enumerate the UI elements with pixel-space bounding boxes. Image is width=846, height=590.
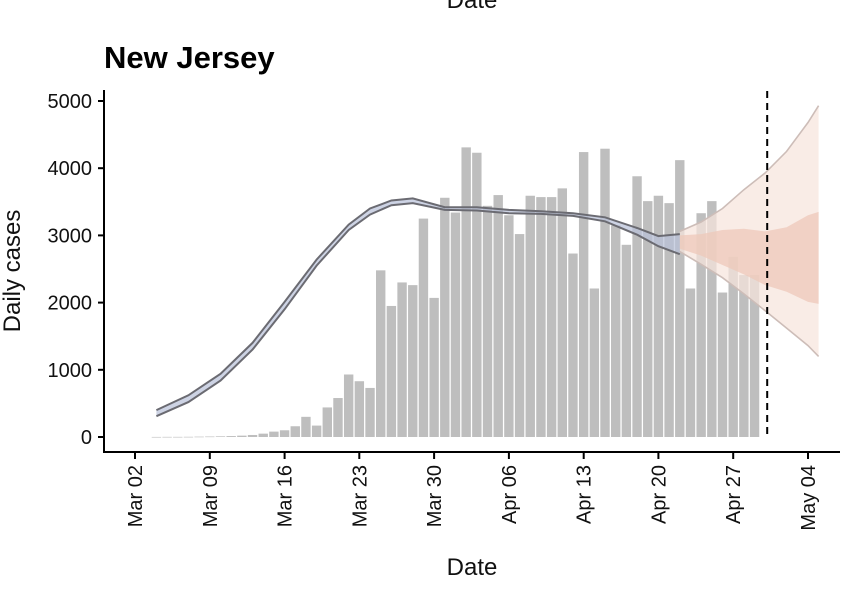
- bar: [301, 416, 311, 437]
- y-axis-title: Daily cases: [0, 210, 26, 333]
- bar: [685, 288, 696, 437]
- bar: [354, 381, 365, 437]
- bar: [237, 435, 247, 437]
- y-tick-label: 4000: [48, 158, 93, 180]
- bar: [611, 225, 621, 437]
- x-axis-ticks: Mar 02 Mar 09 Mar 16 Mar 23 Mar 30 Apr 06 Apr …: [125, 452, 820, 531]
- y-tick-label: 1000: [48, 360, 93, 382]
- bar: [739, 275, 749, 437]
- plot-area: [151, 91, 820, 438]
- bar: [279, 430, 290, 437]
- bar: [247, 434, 258, 437]
- bar: [194, 436, 204, 438]
- bar: [568, 253, 578, 437]
- bar: [408, 285, 418, 437]
- bar: [258, 433, 268, 437]
- bar: [482, 205, 493, 437]
- bar: [525, 195, 535, 437]
- x-tick-label: Mar 02: [125, 465, 147, 527]
- bar: [632, 176, 642, 437]
- bar: [653, 195, 664, 437]
- y-tick-label: 2000: [48, 293, 93, 315]
- bar: [664, 203, 674, 437]
- x-tick-label: Mar 09: [200, 465, 222, 527]
- bar: [450, 212, 461, 437]
- bar: [418, 218, 429, 437]
- fit-band-lower-line: [155, 202, 681, 418]
- bar: [621, 244, 632, 437]
- bar: [429, 297, 439, 437]
- x-tick-label: Apr 20: [648, 465, 670, 524]
- bar: [493, 195, 503, 437]
- chart-title: New Jersey: [104, 40, 275, 75]
- bar: [333, 398, 343, 437]
- bar: [162, 436, 172, 438]
- x-tick-label: Apr 27: [723, 465, 745, 524]
- bar: [440, 197, 450, 437]
- bar: [376, 270, 386, 437]
- bar: [536, 197, 546, 437]
- bar: [707, 201, 717, 437]
- bar: [675, 160, 685, 437]
- bar: [504, 215, 514, 437]
- bar: [322, 407, 332, 437]
- bar: [696, 213, 706, 437]
- bar: [205, 436, 215, 438]
- bar: [365, 387, 375, 437]
- bar: [643, 201, 653, 437]
- x-tick-label: Mar 23: [349, 465, 371, 527]
- bar: [151, 436, 162, 438]
- x-tick-label: Mar 16: [275, 465, 297, 527]
- bar: [589, 288, 600, 437]
- forecast-inner-band: [679, 211, 819, 304]
- bar: [269, 431, 279, 437]
- bar: [557, 188, 567, 437]
- bar: [173, 436, 183, 438]
- y-tick-label: 0: [81, 427, 92, 449]
- forecast-outer-lower-edge: [679, 250, 820, 357]
- bar: [215, 436, 226, 437]
- x-tick-label: May 04: [798, 465, 820, 531]
- bar: [290, 426, 300, 437]
- forecast-outer-upper-edge: [679, 105, 820, 233]
- bar: [226, 436, 236, 437]
- fit-band-upper-line: [155, 197, 680, 412]
- bar: [578, 152, 589, 437]
- top-axis-label: Date: [447, 0, 498, 14]
- bar: [749, 275, 760, 437]
- x-axis-title: Date: [447, 554, 498, 581]
- bar: [472, 152, 482, 438]
- x-tick-label: Mar 30: [424, 465, 446, 527]
- y-tick-label: 5000: [48, 91, 93, 113]
- bar: [728, 256, 738, 437]
- x-tick-label: Apr 06: [499, 465, 521, 524]
- bar: [717, 292, 728, 437]
- y-tick-label: 3000: [48, 225, 93, 247]
- bar: [386, 305, 397, 437]
- bar: [311, 425, 322, 437]
- y-axis-ticks: 0 1000 2000 3000 4000 5000: [48, 91, 104, 449]
- bar: [600, 148, 610, 437]
- bar: [546, 197, 557, 437]
- bar: [343, 374, 354, 437]
- x-tick-label: Apr 13: [574, 465, 596, 524]
- bar: [397, 282, 407, 437]
- bar: [183, 436, 194, 438]
- bar: [514, 234, 525, 437]
- bar: [461, 147, 471, 437]
